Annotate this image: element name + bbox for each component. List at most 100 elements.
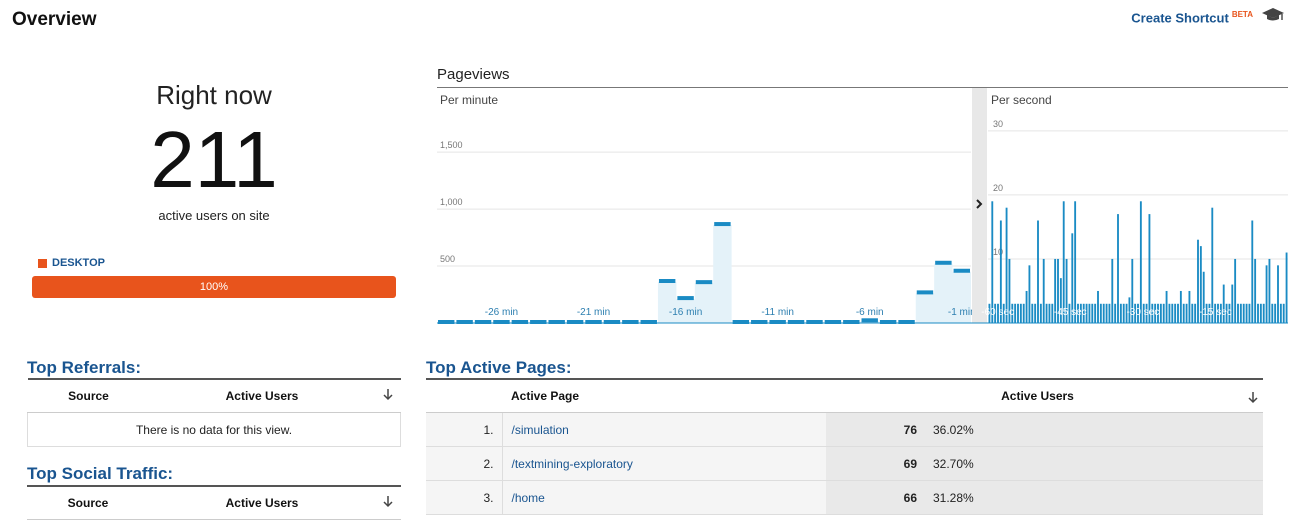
per-second-bar [1137,303,1139,323]
referrals-users-header-label[interactable]: Active Users [225,389,299,403]
page-link[interactable]: /simulation [511,422,569,437]
per-minute-step [879,320,897,324]
active-page-header-label[interactable]: Active Page [511,389,580,403]
row-rank: 2. [426,446,503,481]
social-users-header-label[interactable]: Active Users [225,496,299,510]
per-second-bar [1225,303,1228,323]
per-second-bar [1031,303,1034,323]
per-second-bar [991,201,994,323]
per-minute-step [916,290,934,295]
per-second-bar [1134,303,1137,323]
sort-down-arrow-icon[interactable] [382,388,393,401]
x-tick-label: -26 min [485,307,518,318]
per-second-bar [1091,303,1094,323]
per-minute-step [640,320,657,324]
per-minute-step [732,320,750,324]
per-minute-step [806,320,823,324]
referrals-source-header[interactable]: Source [27,378,150,413]
sort-down-arrow-icon[interactable] [1248,391,1258,404]
per-second-bar [1139,201,1142,323]
per-minute-step [474,320,492,324]
graduation-cap-icon[interactable] [1261,5,1285,25]
per-second-bar [1148,214,1151,323]
table-row: 2. /textmining-exploratory 69 32.70% [426,446,1263,481]
page-link[interactable]: /textmining-exploratory [511,456,633,471]
page-title: Overview [12,9,97,30]
per-second-bar [1142,303,1145,323]
rank-header [426,378,502,413]
row-percent: 36.02% [925,412,1263,447]
per-minute-step [861,318,878,323]
per-second-bar [1125,303,1128,323]
active-users-header-label[interactable]: Active Users [1001,388,1074,403]
per-second-bar [1128,297,1131,323]
per-second-bar [1239,303,1242,323]
per-second-bar [1028,265,1031,323]
per-minute-step [622,320,639,324]
per-second-bar [1171,303,1174,323]
per-second-bar [1245,303,1248,323]
social-sort-button[interactable] [375,485,401,520]
x-tick-label: -11 min [761,307,794,318]
per-minute-label: Per minute [440,93,498,107]
social-users-header[interactable]: Active Users [149,485,375,520]
social-source-header[interactable]: Source [27,485,149,520]
per-second-bar [1188,290,1191,323]
per-second-bar [1248,303,1251,323]
per-second-bar [1217,303,1219,323]
per-second-bar [1008,258,1011,323]
create-shortcut-label[interactable]: Create Shortcut [1131,10,1229,26]
per-second-bar [1277,265,1279,323]
referrals-users-header[interactable]: Active Users [149,378,375,413]
per-minute-step [824,320,842,324]
per-minute-step [843,320,860,324]
per-second-bar [1177,303,1179,323]
create-shortcut-link[interactable]: Create Shortcut BETA [1131,10,1253,25]
per-minute-step [953,268,970,273]
x-tick-label: -60 sec [981,307,1014,318]
active-page-header[interactable]: Active Page [502,378,826,413]
row-rank: 3. [426,480,503,515]
per-second-bar [1251,220,1254,323]
referrals-sort-button[interactable] [374,378,401,413]
y-tick-label: 500 [440,254,455,264]
per-second-bar [1254,258,1257,323]
per-second-bar [1274,303,1277,323]
desktop-legend-label: DESKTOP [52,257,105,269]
per-second-bar [1194,303,1197,323]
per-minute-step [530,320,547,324]
per-second-bar [1228,303,1231,323]
per-second-bar [1114,303,1117,323]
per-second-bar [1068,303,1071,323]
referrals-empty-message: There is no data for this view. [27,412,401,447]
row-page-cell: /textmining-exploratory [502,446,826,481]
per-minute-step [456,320,473,324]
per-second-bar [1279,303,1282,323]
per-second-bar [1002,303,1005,323]
per-second-bar [1151,303,1154,323]
row-percent: 32.70% [925,446,1263,481]
pageviews-chart: Per minute 1,500 1,000 500 -26 min -21 min -16… [437,88,1288,324]
page-link[interactable]: /home [511,490,545,505]
top-social-title: Top Social Traffic: [27,464,174,483]
chevron-right-icon[interactable] [976,199,983,209]
x-tick-label: -15 sec [1199,307,1232,318]
per-second-bar [1011,303,1014,323]
per-second-bar [1065,258,1068,323]
per-second-bar [1257,303,1259,323]
per-second-bar [1237,303,1239,323]
active-users-header[interactable]: Active Users [826,378,1263,413]
row-users: 66 [826,480,925,515]
per-minute-step [751,320,768,324]
row-page-cell: /home [502,480,826,515]
y-tick-label: 1,000 [440,197,463,207]
desktop-share-bar[interactable]: 100% [32,276,396,298]
per-second-bar [1077,303,1079,323]
per-second-bar [1005,207,1008,323]
sort-down-arrow-icon[interactable] [383,495,393,508]
per-second-bar [1205,303,1208,323]
per-second-bar [1199,246,1202,323]
top-pages-title: Top Active Pages: [426,358,572,377]
per-minute-step [511,320,529,324]
x-tick-label: -16 min [669,307,702,318]
